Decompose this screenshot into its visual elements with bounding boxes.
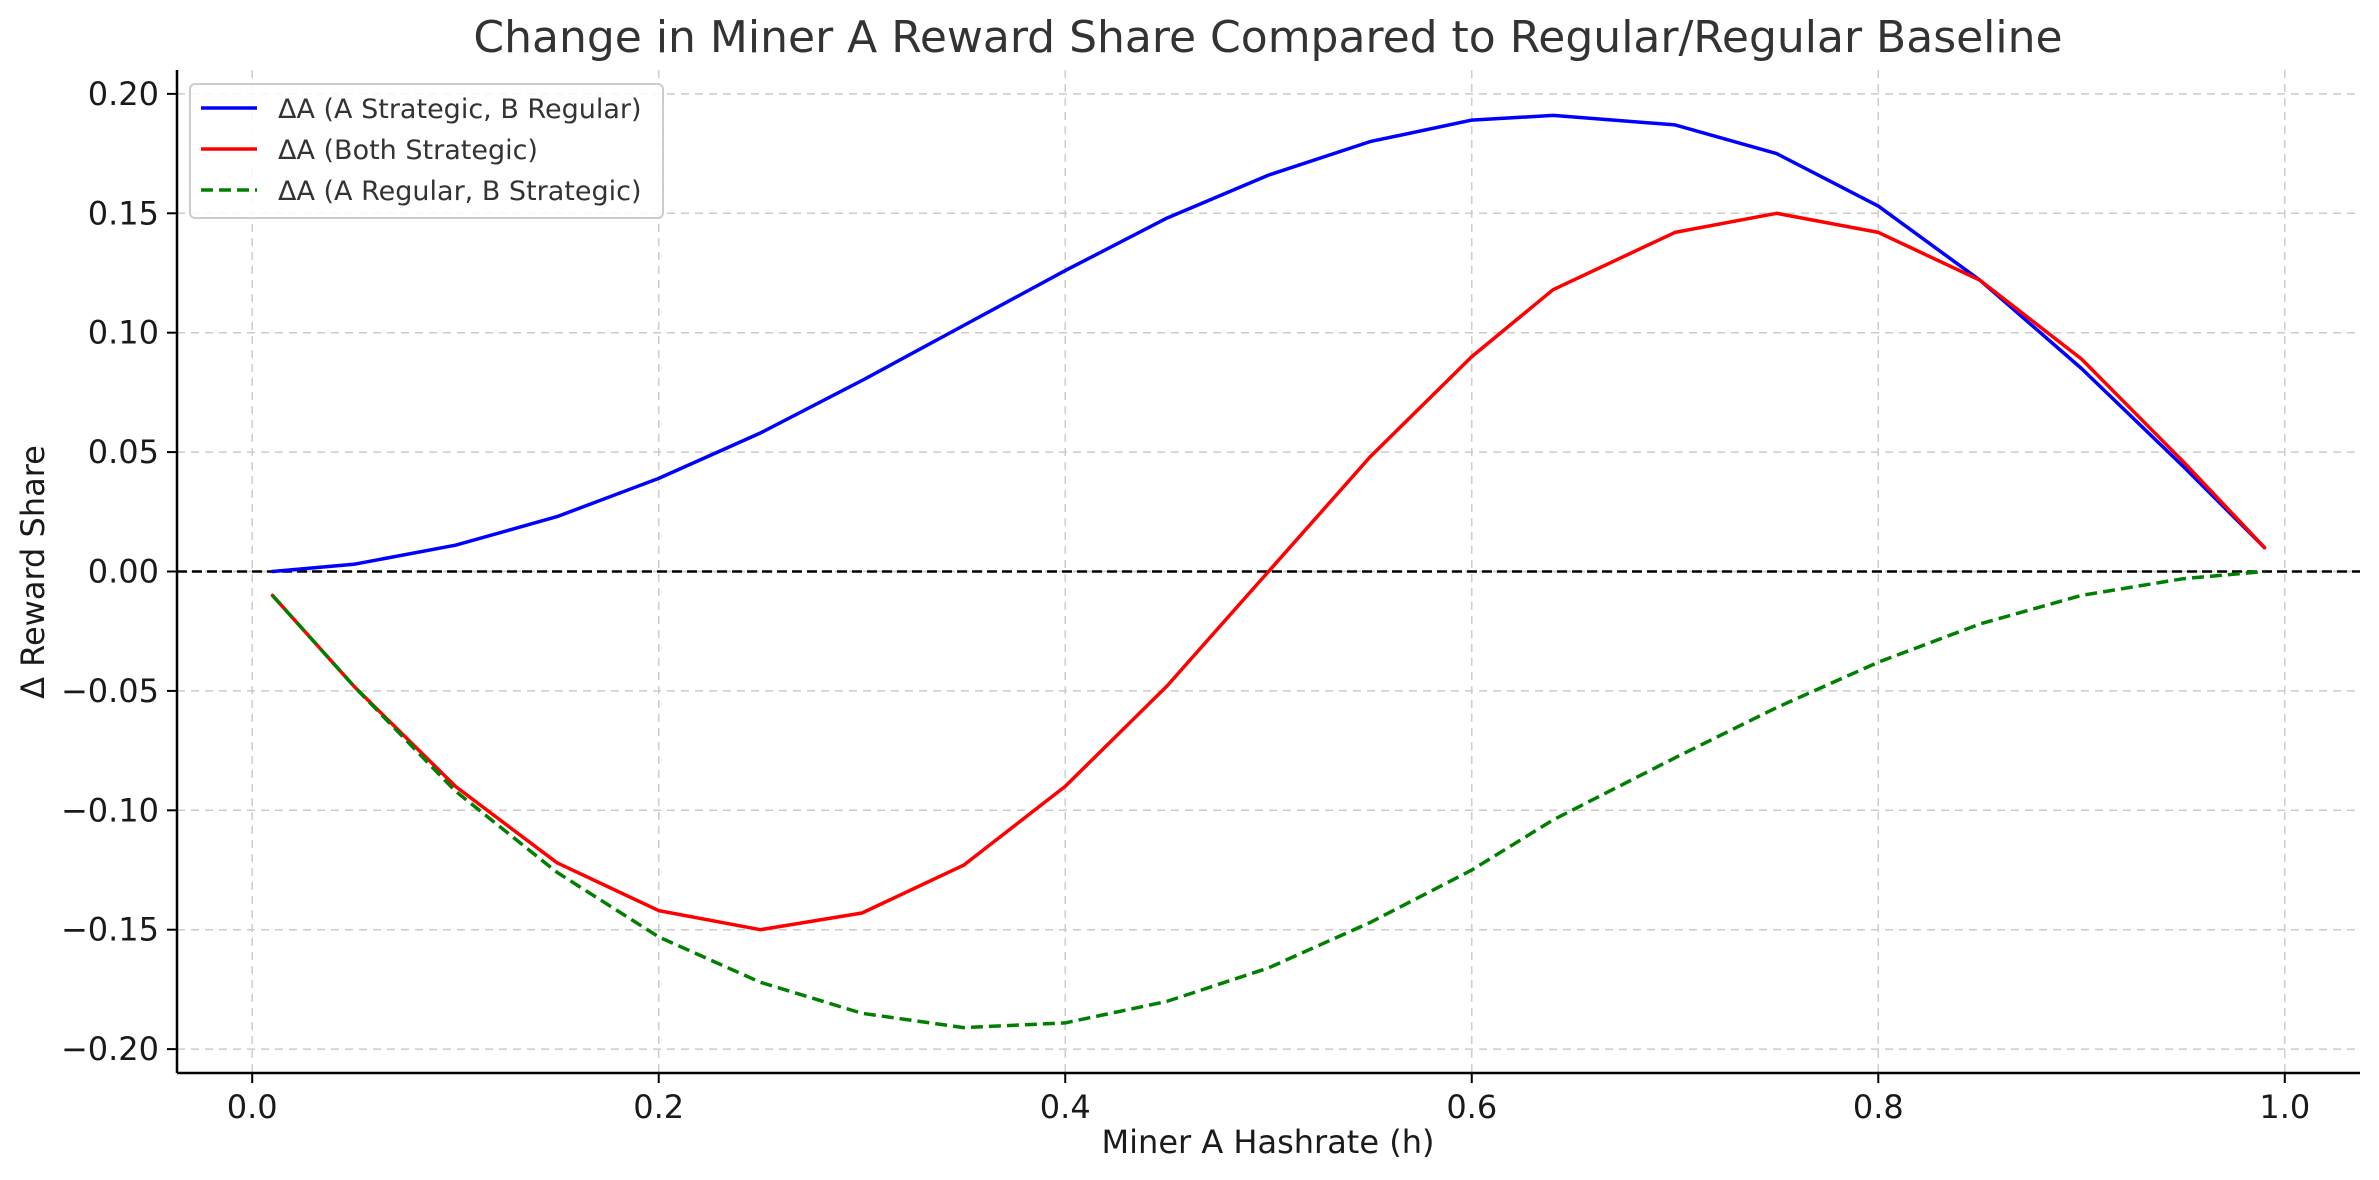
y-tick-label-6: −0.10 — [61, 791, 159, 829]
x-axis-label: Miner A Hashrate (h) — [1102, 1123, 1435, 1161]
y-tick-label-3: 0.05 — [88, 433, 159, 471]
y-tick-label-2: 0.10 — [88, 314, 159, 352]
tick-labels: 0.0 0.2 0.4 0.6 0.8 1.0 0.20 0.15 0.10 0.05 0.00 −0… — [61, 75, 2310, 1126]
legend-box — [189, 83, 664, 219]
x-tick-label-1: 0.2 — [633, 1088, 684, 1126]
legend-label-2: ΔA (A Regular, B Strategic) — [278, 176, 642, 207]
series-line-2 — [271, 569, 2265, 1030]
x-tick-label-4: 0.8 — [1853, 1088, 1904, 1126]
series-line-1 — [270, 211, 2267, 932]
x-tick-label-2: 0.4 — [1040, 1088, 1091, 1126]
y-tick-label-1: 0.15 — [88, 194, 159, 232]
legend: ΔA (A Strategic, B Regular) ΔA (Both Stra… — [189, 83, 664, 219]
y-tick-label-5: −0.05 — [61, 672, 159, 710]
chart-title: Change in Miner A Reward Share Compared … — [473, 12, 2062, 63]
x-tick-label-0: 0.0 — [227, 1088, 278, 1126]
series-line-0 — [270, 113, 2267, 574]
legend-label-1: ΔA (Both Strategic) — [278, 135, 538, 166]
series-group — [270, 113, 2267, 1030]
y-axis-label: Δ Reward Share — [14, 445, 52, 699]
y-tick-label-7: −0.15 — [61, 911, 159, 949]
y-tick-label-0: 0.20 — [88, 75, 159, 113]
legend-label-0: ΔA (A Strategic, B Regular) — [278, 94, 642, 125]
y-tick-label-8: −0.20 — [61, 1030, 159, 1068]
y-tick-label-4: 0.00 — [88, 553, 159, 591]
x-tick-label-5: 1.0 — [2259, 1088, 2310, 1126]
x-tick-label-3: 0.6 — [1446, 1088, 1497, 1126]
